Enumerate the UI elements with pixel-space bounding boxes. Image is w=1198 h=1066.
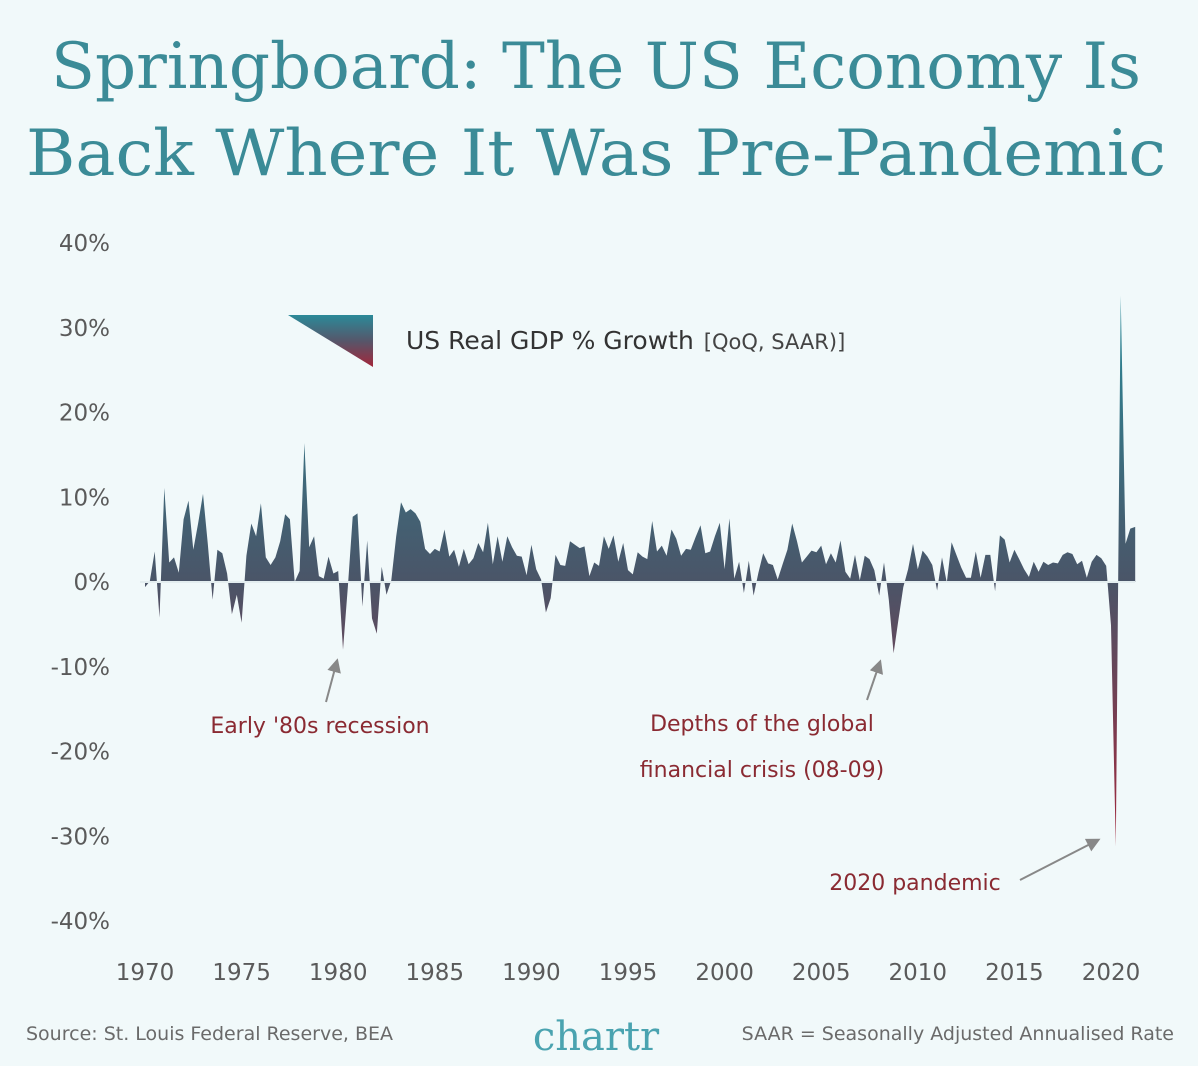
y-tick-label: 10% <box>59 485 110 511</box>
x-tick-label: 2015 <box>985 960 1044 986</box>
annotation-arrow <box>325 658 341 703</box>
x-tick-label: 2005 <box>792 960 851 986</box>
svg-text:US Real GDP % Growth [Qo: US Real GDP % Growth [QoQ, SAAR)] <box>406 326 845 355</box>
chart-title-line2: Back Where It Was Pre-Pandemic <box>26 117 1166 191</box>
legend-swatch <box>288 315 373 367</box>
chart-title-line1: Springboard: The US Economy Is <box>51 30 1141 104</box>
y-tick-label: 20% <box>59 401 110 427</box>
annotation-arrow <box>866 659 883 701</box>
y-tick-label: -10% <box>51 655 110 681</box>
y-tick-label: 0% <box>74 570 111 596</box>
y-tick-label: -30% <box>51 824 110 850</box>
legend-label: US Real GDP % Growth <box>406 326 694 355</box>
annotation-text: financial crisis (08-09) <box>640 758 884 783</box>
x-tick-label: 1990 <box>502 960 561 986</box>
x-tick-label: 1980 <box>309 960 368 986</box>
gdp-growth-area <box>145 295 1136 847</box>
chartr-logo: chartr <box>533 1014 660 1060</box>
annotation-text: Depths of the global <box>650 712 874 737</box>
y-tick-label: 30% <box>59 316 110 342</box>
x-tick-label: 1975 <box>212 960 271 986</box>
annotation-text: 2020 pandemic <box>829 871 1001 896</box>
x-tick-label: 1995 <box>599 960 658 986</box>
x-tick-label: 2010 <box>889 960 948 986</box>
annotation-financial-crisis: Depths of the global financial crisis (0… <box>640 659 884 783</box>
source-text: Source: St. Louis Federal Reserve, BEA <box>26 1023 393 1045</box>
y-axis: 40% 30% 20% 10% 0% -10% -20% -30% -40% <box>51 231 110 935</box>
x-tick-label: 1985 <box>406 960 465 986</box>
x-tick-label: 2020 <box>1082 960 1141 986</box>
y-tick-label: -20% <box>51 740 110 766</box>
annotation-text: Early '80s recession <box>210 714 429 739</box>
annotation-early-80s: Early '80s recession <box>210 658 430 739</box>
x-axis: 1970 1975 1980 1985 1990 1995 2000 2005 2010 2015… <box>116 960 1141 986</box>
saar-note: SAAR = Seasonally Adjusted Annualised Ra… <box>742 1023 1174 1045</box>
y-tick-label: -40% <box>51 909 110 935</box>
annotation-arrow <box>1019 838 1101 881</box>
y-tick-label: 40% <box>59 231 110 257</box>
legend-sublabel: [QoQ, SAAR)] <box>704 330 845 354</box>
legend: US Real GDP % Growth [QoQ, SAAR)] <box>288 315 845 367</box>
annotation-pandemic: 2020 pandemic <box>829 838 1101 896</box>
x-tick-label: 2000 <box>695 960 754 986</box>
x-tick-label: 1970 <box>116 960 175 986</box>
